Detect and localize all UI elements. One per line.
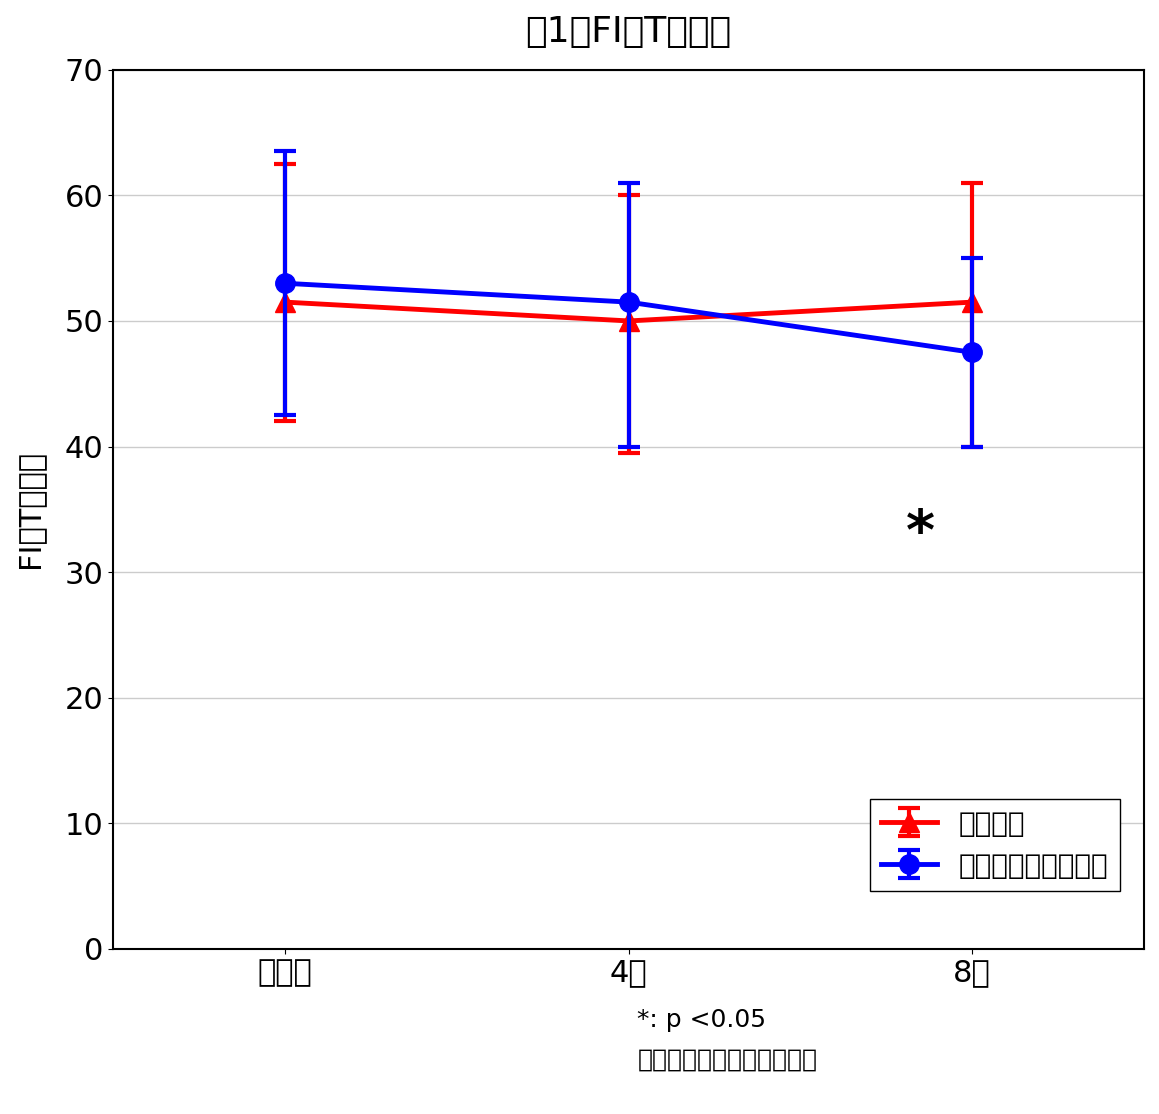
Text: 線型混合モデルによる解析: 線型混合モデルによる解析 <box>637 1047 817 1072</box>
Title: 図1　FIのTスコア: 図1 FIのTスコア <box>526 14 731 49</box>
Text: *: p <0.05: *: p <0.05 <box>637 1008 766 1033</box>
Legend: プラセボ, コラーゲンペプチド: プラセボ, コラーゲンペプチド <box>870 799 1120 891</box>
Y-axis label: FIのTスコア: FIのTスコア <box>15 450 44 568</box>
Text: *: * <box>906 508 935 561</box>
